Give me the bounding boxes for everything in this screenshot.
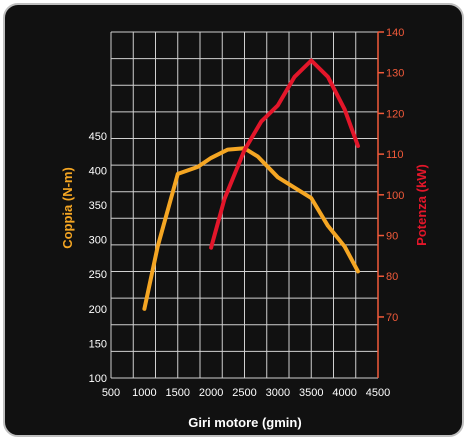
power-line — [209, 58, 360, 250]
left-tick-label: 200 — [89, 304, 107, 316]
x-tick-labels: 500 1000 1500 2000 2500 3000 3500 4000 4500 — [102, 387, 390, 399]
right-tick-label: 140 — [386, 27, 404, 39]
x-tick-label: 2500 — [232, 387, 256, 399]
left-axis-title: Coppia (N-m) — [60, 167, 75, 249]
right-tick-label: 90 — [386, 231, 398, 243]
x-tick-label: 3500 — [299, 387, 323, 399]
x-tick-label: 4500 — [366, 387, 390, 399]
right-tick-label: 80 — [386, 271, 398, 283]
x-tick-label: 3000 — [266, 387, 290, 399]
left-tick-label: 100 — [89, 373, 107, 385]
right-tick-label: 110 — [386, 149, 404, 161]
left-tick-label: 350 — [89, 200, 107, 212]
left-tick-label: 300 — [89, 235, 107, 247]
x-tick-label: 4000 — [332, 387, 356, 399]
x-axis-title: Giri motore (gmin) — [188, 415, 301, 430]
right-tick-label: 70 — [386, 312, 398, 324]
right-axis-title: Potenza (kW) — [414, 164, 429, 246]
series-lines — [142, 58, 360, 311]
x-tick-label: 2000 — [199, 387, 223, 399]
x-tick-label: 500 — [102, 387, 120, 399]
right-tick-label: 100 — [386, 190, 404, 202]
left-tick-label: 400 — [89, 165, 107, 177]
right-tick-label: 120 — [386, 108, 404, 120]
right-tick-label: 130 — [386, 68, 404, 80]
right-tick-labels: 70 80 90 100 110 120 130 140 — [378, 27, 404, 324]
x-tick-label: 1000 — [132, 387, 156, 399]
left-tick-label: 150 — [89, 338, 107, 350]
x-tick-label: 1500 — [166, 387, 190, 399]
left-tick-label: 450 — [89, 131, 107, 143]
left-tick-labels: 100 150 200 250 300 350 400 450 — [89, 131, 107, 385]
left-tick-label: 250 — [89, 269, 107, 281]
torque-line — [142, 146, 360, 311]
